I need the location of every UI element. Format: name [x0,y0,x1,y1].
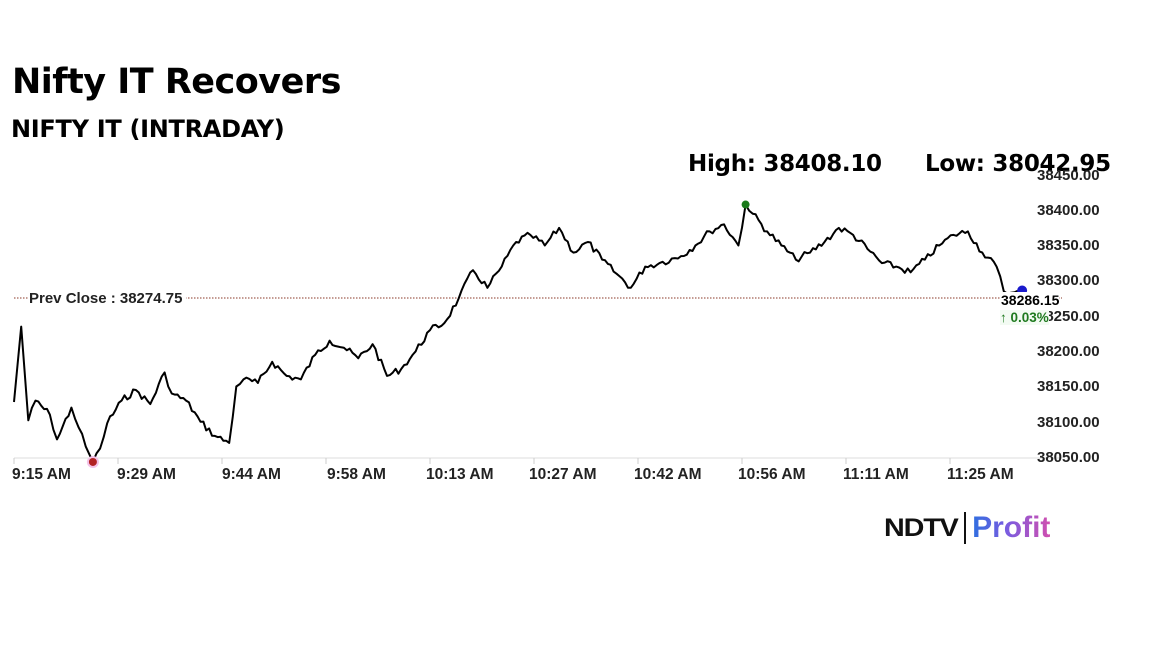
y-tick-label: 38450.00 [1037,167,1100,184]
chart-subtitle: NIFTY IT (INTRADAY) [11,115,285,143]
x-tick-label: 10:13 AM [426,466,494,483]
x-tick-label: 11:25 AM [947,466,1014,483]
high-value: High: 38408.10 [688,151,882,177]
prev-close-label: Prev Close : 38274.75 [29,290,187,307]
x-tick-label: 11:11 AM [843,466,909,483]
x-tick-label: 9:44 AM [222,466,281,483]
high-marker [741,200,750,209]
y-tick-label: 38150.00 [1037,378,1100,395]
y-tick-label: 38100.00 [1037,414,1100,431]
chart-title: Nifty IT Recovers [12,62,341,102]
y-tick-label: 38300.00 [1037,272,1100,289]
low-marker [88,457,97,466]
y-tick-label: 38350.00 [1037,237,1100,254]
ndtv-profit-logo: NDTV Profit [884,510,1050,546]
x-tick-label: 9:15 AM [12,466,71,483]
y-tick-label: 38400.00 [1037,202,1100,219]
y-tick-label: 38050.00 [1037,449,1100,466]
ndtv-wordmark: NDTV [884,513,959,542]
logo-divider [964,512,967,544]
x-axis-ticks [13,458,951,464]
x-tick-label: 9:58 AM [327,466,386,483]
y-tick-label: 38200.00 [1037,343,1100,360]
x-tick-label: 10:56 AM [738,466,806,483]
change-percent-badge: ↑ 0.03% [1000,310,1049,325]
low-value: Low: 38042.95 [925,151,1111,177]
last-price-label: 38286.15 [1001,292,1060,308]
profit-wordmark: Profit [972,511,1051,544]
x-tick-label: 10:27 AM [529,466,597,483]
y-tick-label: 38250.00 [1037,308,1100,325]
x-tick-label: 10:42 AM [634,466,702,483]
price-line [13,203,1019,463]
x-tick-label: 9:29 AM [117,466,176,483]
